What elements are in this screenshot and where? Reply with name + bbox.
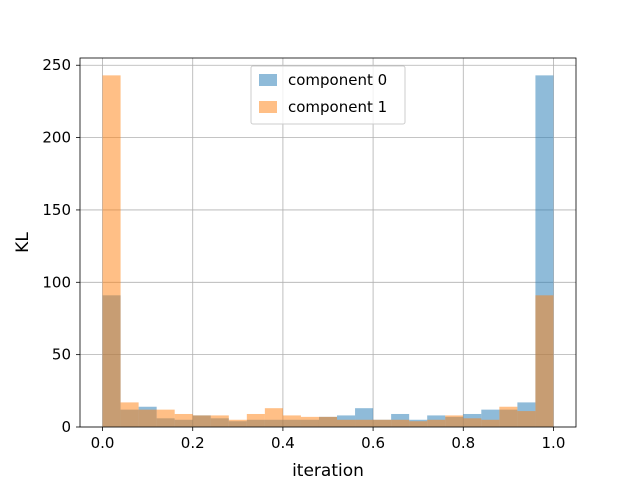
bar-component-1 xyxy=(192,415,211,427)
bar-component-1 xyxy=(318,416,338,427)
x-axis-label: iteration xyxy=(292,461,364,480)
bar-component-1 xyxy=(427,419,446,427)
bar-component-1 xyxy=(463,418,482,427)
bar-component-1 xyxy=(102,75,121,427)
x-tick-label: 1.0 xyxy=(542,434,566,452)
bar-component-1 xyxy=(337,419,356,427)
legend: component 0 component 1 xyxy=(250,65,406,125)
bar-component-1 xyxy=(264,408,283,427)
bar-component-1 xyxy=(481,419,500,427)
ticks: 0.0 0.2 0.4 0.6 0.8 1.0 0 50 100 150 200 250 xyxy=(42,56,565,452)
bar-component-1 xyxy=(174,413,193,427)
bar-component-1 xyxy=(445,415,464,427)
bar-component-1 xyxy=(120,402,139,427)
bar-component-1 xyxy=(535,295,554,427)
y-axis-label: KL xyxy=(13,232,33,253)
bar-component-1 xyxy=(156,409,175,427)
bar-component-1 xyxy=(517,411,536,427)
bar-component-1 xyxy=(282,415,301,427)
x-tick-label: 0.8 xyxy=(451,434,475,452)
legend-entry-component-0: component 0 xyxy=(288,71,387,89)
bar-component-1 xyxy=(499,406,518,427)
y-tick-label: 100 xyxy=(42,273,71,291)
x-tick-label: 0.0 xyxy=(91,434,115,452)
y-tick-label: 250 xyxy=(42,56,71,74)
y-tick-label: 150 xyxy=(42,201,71,219)
x-tick-label: 0.4 xyxy=(271,434,295,452)
legend-box xyxy=(250,65,406,125)
legend-swatch-component-1 xyxy=(259,101,277,113)
y-tick-label: 0 xyxy=(61,418,71,436)
x-tick-label: 0.6 xyxy=(361,434,385,452)
bar-component-1 xyxy=(391,419,410,427)
y-tick-label: 50 xyxy=(52,346,71,364)
bars xyxy=(102,75,554,427)
x-tick-label: 0.2 xyxy=(181,434,205,452)
bar-component-1 xyxy=(138,409,157,427)
y-tick-label: 200 xyxy=(42,129,71,147)
legend-entry-component-1: component 1 xyxy=(288,98,387,116)
bar-component-1 xyxy=(409,421,428,427)
bar-component-1 xyxy=(300,416,319,427)
bar-component-1 xyxy=(210,415,229,427)
plot-frame xyxy=(79,57,577,428)
bar-component-1 xyxy=(355,419,374,427)
legend-swatch-component-0 xyxy=(259,74,277,86)
bar-component-1 xyxy=(246,413,265,427)
bar-component-1 xyxy=(228,419,247,427)
bar-component-1 xyxy=(373,419,392,427)
